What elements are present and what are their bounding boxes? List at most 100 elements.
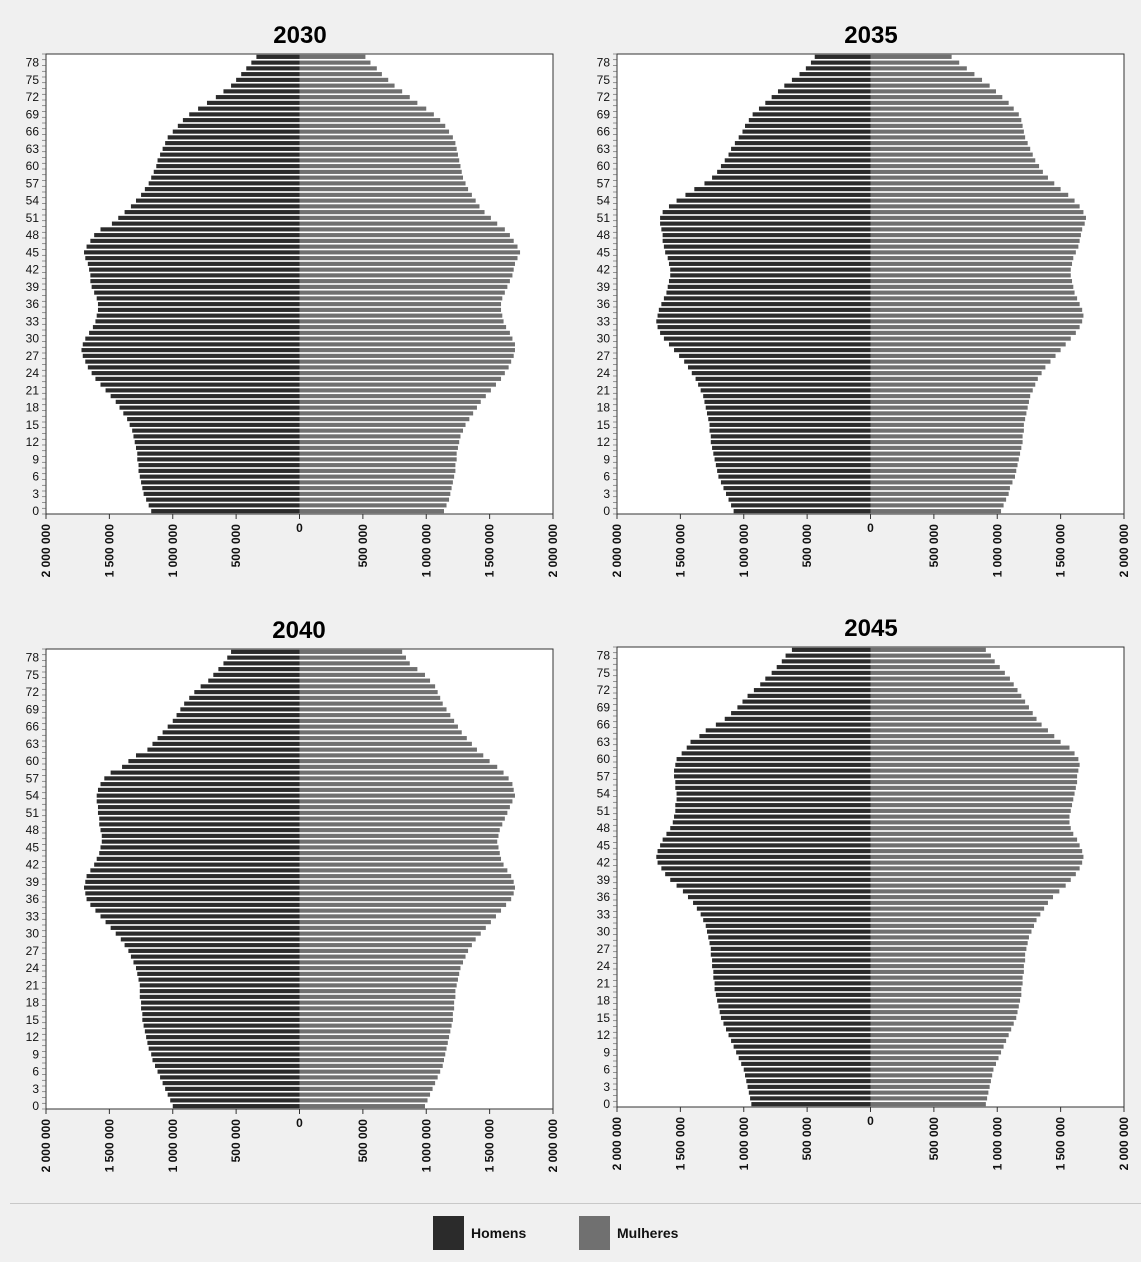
bar-men <box>90 238 300 243</box>
bar-women <box>870 509 1002 514</box>
bar-women <box>299 925 486 930</box>
bar-men <box>95 319 300 324</box>
y-tick-label: 60 <box>597 752 611 766</box>
bar-women <box>870 359 1051 364</box>
bar-men <box>709 422 871 427</box>
bar-men <box>85 256 300 261</box>
bar-men <box>256 54 300 59</box>
bar-men <box>765 100 871 105</box>
bar-men <box>84 885 300 890</box>
bar-women <box>299 181 466 186</box>
bar-men <box>667 256 871 261</box>
bar-men <box>666 831 871 836</box>
bar-women <box>299 83 395 88</box>
bar-men <box>700 388 871 393</box>
bar-women <box>299 948 469 953</box>
bar-women <box>870 95 1003 100</box>
bar-men <box>675 808 871 813</box>
y-tick-label: 33 <box>26 909 40 923</box>
bar-men <box>100 828 300 833</box>
y-tick-label: 15 <box>26 1013 40 1027</box>
bar-men <box>148 1046 300 1051</box>
bar-men <box>89 330 300 335</box>
bar-men <box>133 434 300 439</box>
plot-area <box>45 648 554 1110</box>
y-tick-label: 69 <box>597 700 611 714</box>
bar-women <box>299 920 491 925</box>
bar-women <box>299 862 504 867</box>
bar-women <box>299 123 446 128</box>
bar-men <box>693 900 871 905</box>
bar-women <box>870 676 1010 681</box>
bar-women <box>870 342 1066 347</box>
bar-men <box>675 785 871 790</box>
bar-women <box>870 923 1035 928</box>
bar-women <box>299 382 496 387</box>
legend: Homens Mulheres <box>10 1203 1141 1262</box>
bar-women <box>299 667 418 672</box>
bar-men <box>97 787 300 792</box>
bar-women <box>299 649 403 654</box>
bar-men <box>708 417 871 422</box>
bar-women <box>299 782 513 787</box>
bar-men <box>110 925 300 930</box>
bar-women <box>299 908 502 913</box>
bar-men <box>699 734 871 739</box>
plot-area <box>616 646 1125 1108</box>
bar-women <box>299 106 427 111</box>
bar-women <box>299 221 498 226</box>
bar-women <box>299 868 508 873</box>
bar-men <box>753 688 871 693</box>
y-tick-label: 21 <box>26 978 40 992</box>
bar-women <box>299 994 456 999</box>
x-tick-label: 1 000 000 <box>419 1119 433 1173</box>
bar-men <box>734 141 871 146</box>
bar-men <box>665 872 871 877</box>
bar-women <box>870 474 1015 479</box>
x-tick-label: 1 000 000 <box>737 1117 751 1171</box>
bar-women <box>299 851 500 856</box>
bar-men <box>200 684 300 689</box>
y-tick-label: 9 <box>603 452 610 466</box>
bar-women <box>299 486 452 491</box>
y-tick-label: 63 <box>597 142 611 156</box>
bar-men <box>719 1010 871 1015</box>
bar-women <box>870 336 1071 341</box>
bar-men <box>141 480 300 485</box>
bar-women <box>870 751 1075 756</box>
bar-men <box>86 874 300 879</box>
bar-men <box>87 261 300 266</box>
bar-men <box>720 1015 871 1020</box>
y-tick-label: 75 <box>26 73 40 87</box>
bar-men <box>777 89 871 94</box>
bar-women <box>299 891 514 896</box>
bar-men <box>85 359 300 364</box>
bar-women <box>299 175 464 180</box>
y-tick-label: 72 <box>597 683 611 697</box>
bar-women <box>299 845 499 850</box>
y-tick-label: 12 <box>26 435 40 449</box>
bar-men <box>672 820 871 825</box>
bar-women <box>299 954 466 959</box>
bar-men <box>799 72 871 77</box>
bar-women <box>299 54 366 59</box>
bar-men <box>737 705 871 710</box>
bar-women <box>299 371 505 376</box>
y-tick-label: 36 <box>26 892 40 906</box>
bar-women <box>870 284 1074 289</box>
bar-men <box>165 1086 300 1091</box>
bar-men <box>208 678 300 683</box>
bar-men <box>736 1050 871 1055</box>
bar-women <box>870 808 1071 813</box>
bar-men <box>715 463 871 468</box>
bar-men <box>679 353 871 358</box>
bar-men <box>139 983 300 988</box>
bar-men <box>709 428 871 433</box>
y-tick-label: 45 <box>597 838 611 852</box>
bar-women <box>299 822 503 827</box>
bar-men <box>791 77 871 82</box>
bar-women <box>870 388 1033 393</box>
bar-women <box>299 1058 444 1063</box>
bar-women <box>870 728 1048 733</box>
x-tick-label: 500 000 <box>927 1117 941 1161</box>
